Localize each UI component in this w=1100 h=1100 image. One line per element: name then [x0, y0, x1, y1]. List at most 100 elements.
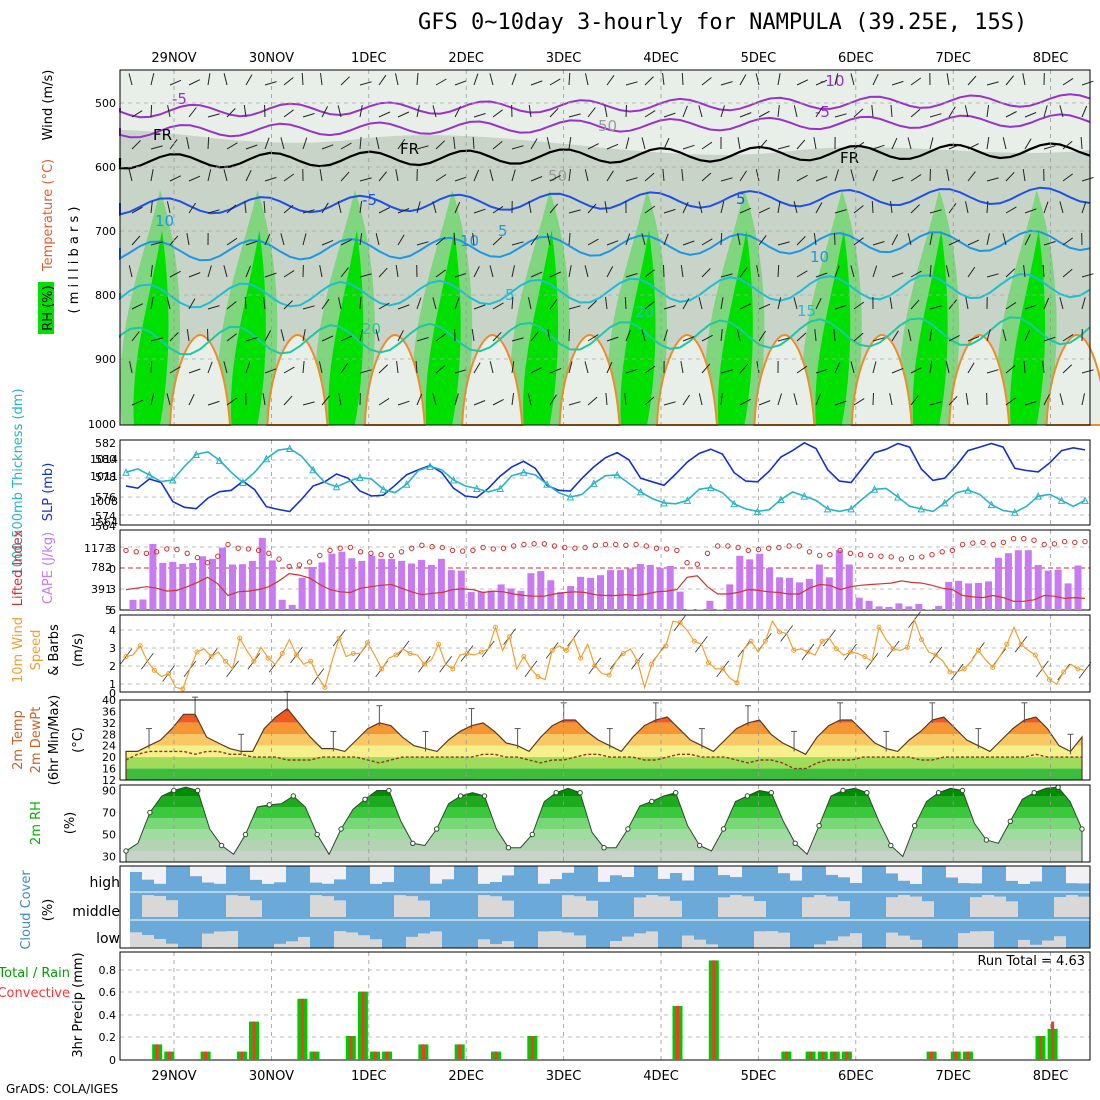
- temp-tick: 40: [102, 694, 116, 707]
- wind-barb: [814, 329, 817, 342]
- wind-barb: [1022, 73, 1026, 86]
- wind-barb: [473, 169, 480, 182]
- cloud-level-label: high: [89, 875, 120, 891]
- wind-barb: [302, 329, 306, 342]
- wind-barb: [853, 237, 864, 246]
- wind-barb: [833, 328, 836, 342]
- wind-barb: [834, 400, 847, 406]
- wind-barb: [701, 238, 713, 246]
- pressure-tick: 500: [95, 97, 116, 110]
- wind-barb: [584, 169, 589, 182]
- wind-barb: [948, 334, 960, 342]
- wind-axis-label: Wind (m/s): [41, 70, 56, 141]
- low-cloud-bar: [682, 935, 694, 948]
- wind-barb: [150, 393, 155, 406]
- wind-barb: [871, 200, 874, 214]
- wind-barb: [244, 296, 247, 310]
- wind-barb: [796, 332, 807, 342]
- low-cloud-bar: [430, 931, 442, 948]
- wind-barb: [568, 209, 581, 214]
- rh-marker: [1079, 826, 1085, 832]
- wind-barb: [530, 367, 542, 374]
- temp-band: [126, 722, 1082, 735]
- precip-convective-bar: [809, 1051, 813, 1060]
- rh-marker: [1007, 818, 1013, 824]
- wind-barb: [1024, 329, 1031, 342]
- wind-barb: [340, 335, 353, 342]
- rh-marker: [959, 787, 966, 794]
- wind-barb: [929, 209, 942, 214]
- cape-bar: [915, 603, 923, 610]
- wind-speed-marker: [919, 637, 925, 643]
- precip-convective-bar: [204, 1051, 208, 1060]
- low-cloud-bar: [838, 936, 850, 948]
- high-cloud-gap: [622, 866, 634, 877]
- wind-barb: [1002, 329, 1007, 342]
- cape-bar: [278, 599, 286, 610]
- wind-barb: [226, 333, 237, 342]
- cape-bar: [398, 560, 406, 610]
- thickness-marker: [683, 496, 692, 504]
- cape-bar: [607, 570, 614, 610]
- cape-bar: [159, 562, 167, 610]
- wind-barb: [850, 169, 855, 182]
- wind-speed-marker: [649, 661, 655, 667]
- chart-title: GFS 0~10day 3-hourly for NAMPULA (39.25E…: [418, 10, 1028, 35]
- wind-barb: [720, 273, 733, 278]
- lifted-index-marker: [255, 547, 262, 554]
- temp-band: [126, 768, 1082, 780]
- rh-band: [126, 851, 1082, 862]
- precip-tick: 0.6: [99, 986, 117, 999]
- wind-barb: [283, 173, 295, 182]
- rh-marker: [888, 842, 894, 849]
- cape-bar: [1044, 570, 1052, 610]
- precip-convective-bar: [833, 1051, 837, 1060]
- high-cloud-gap: [322, 866, 334, 884]
- wind-barb: [967, 75, 977, 86]
- wind-barb: [549, 174, 561, 182]
- wind-speed-marker: [350, 651, 356, 656]
- cape-bar: [597, 575, 604, 610]
- low-cloud-bar: [778, 932, 790, 948]
- wind-barb: [416, 337, 429, 342]
- date-label-top: 7DEC: [935, 51, 971, 66]
- wind-barb: [793, 393, 798, 406]
- wind-barb: [150, 297, 154, 310]
- wind-barb: [378, 267, 388, 278]
- wind-barb: [701, 363, 711, 374]
- wind-speed-marker: [606, 672, 612, 678]
- wind-barb: [511, 393, 515, 406]
- wind-barb: [606, 75, 615, 86]
- lifted-index-marker: [643, 543, 649, 549]
- lifted-index-marker: [898, 556, 905, 562]
- cape-bar: [577, 576, 585, 610]
- pressure-tick: 600: [95, 161, 116, 174]
- wind-barb: [929, 137, 934, 150]
- wind-barb: [965, 201, 969, 214]
- wind-barb: [454, 272, 467, 278]
- wind-barb: [530, 271, 543, 278]
- wind-barb: [853, 108, 864, 118]
- low-cloud-bar: [298, 936, 310, 948]
- temp-band: [126, 757, 1082, 769]
- wind-barb: [226, 397, 238, 406]
- wind-barb: [1043, 201, 1049, 214]
- wind-barb: [625, 368, 638, 374]
- wind-barb: [188, 393, 195, 406]
- wind-barb: [283, 366, 295, 374]
- low-cloud-bar: [706, 944, 718, 948]
- wind-barb: [604, 201, 608, 214]
- high-cloud-gap: [442, 866, 454, 880]
- cape-axis-label: CAPE (J/kg): [41, 532, 56, 604]
- wind-barb: [223, 169, 228, 182]
- wind-barb: [1005, 397, 1016, 406]
- lifted-index-marker: [1051, 541, 1058, 547]
- cape-bar: [726, 584, 734, 610]
- wind-speed-marker: [166, 671, 172, 676]
- wind-barb: [682, 394, 691, 406]
- wind-barb: [796, 174, 808, 182]
- wind-barb: [471, 329, 475, 342]
- lifted-index-marker: [276, 556, 282, 562]
- middle-cloud-bar: [634, 897, 646, 917]
- precip-convective-bar: [385, 1051, 389, 1060]
